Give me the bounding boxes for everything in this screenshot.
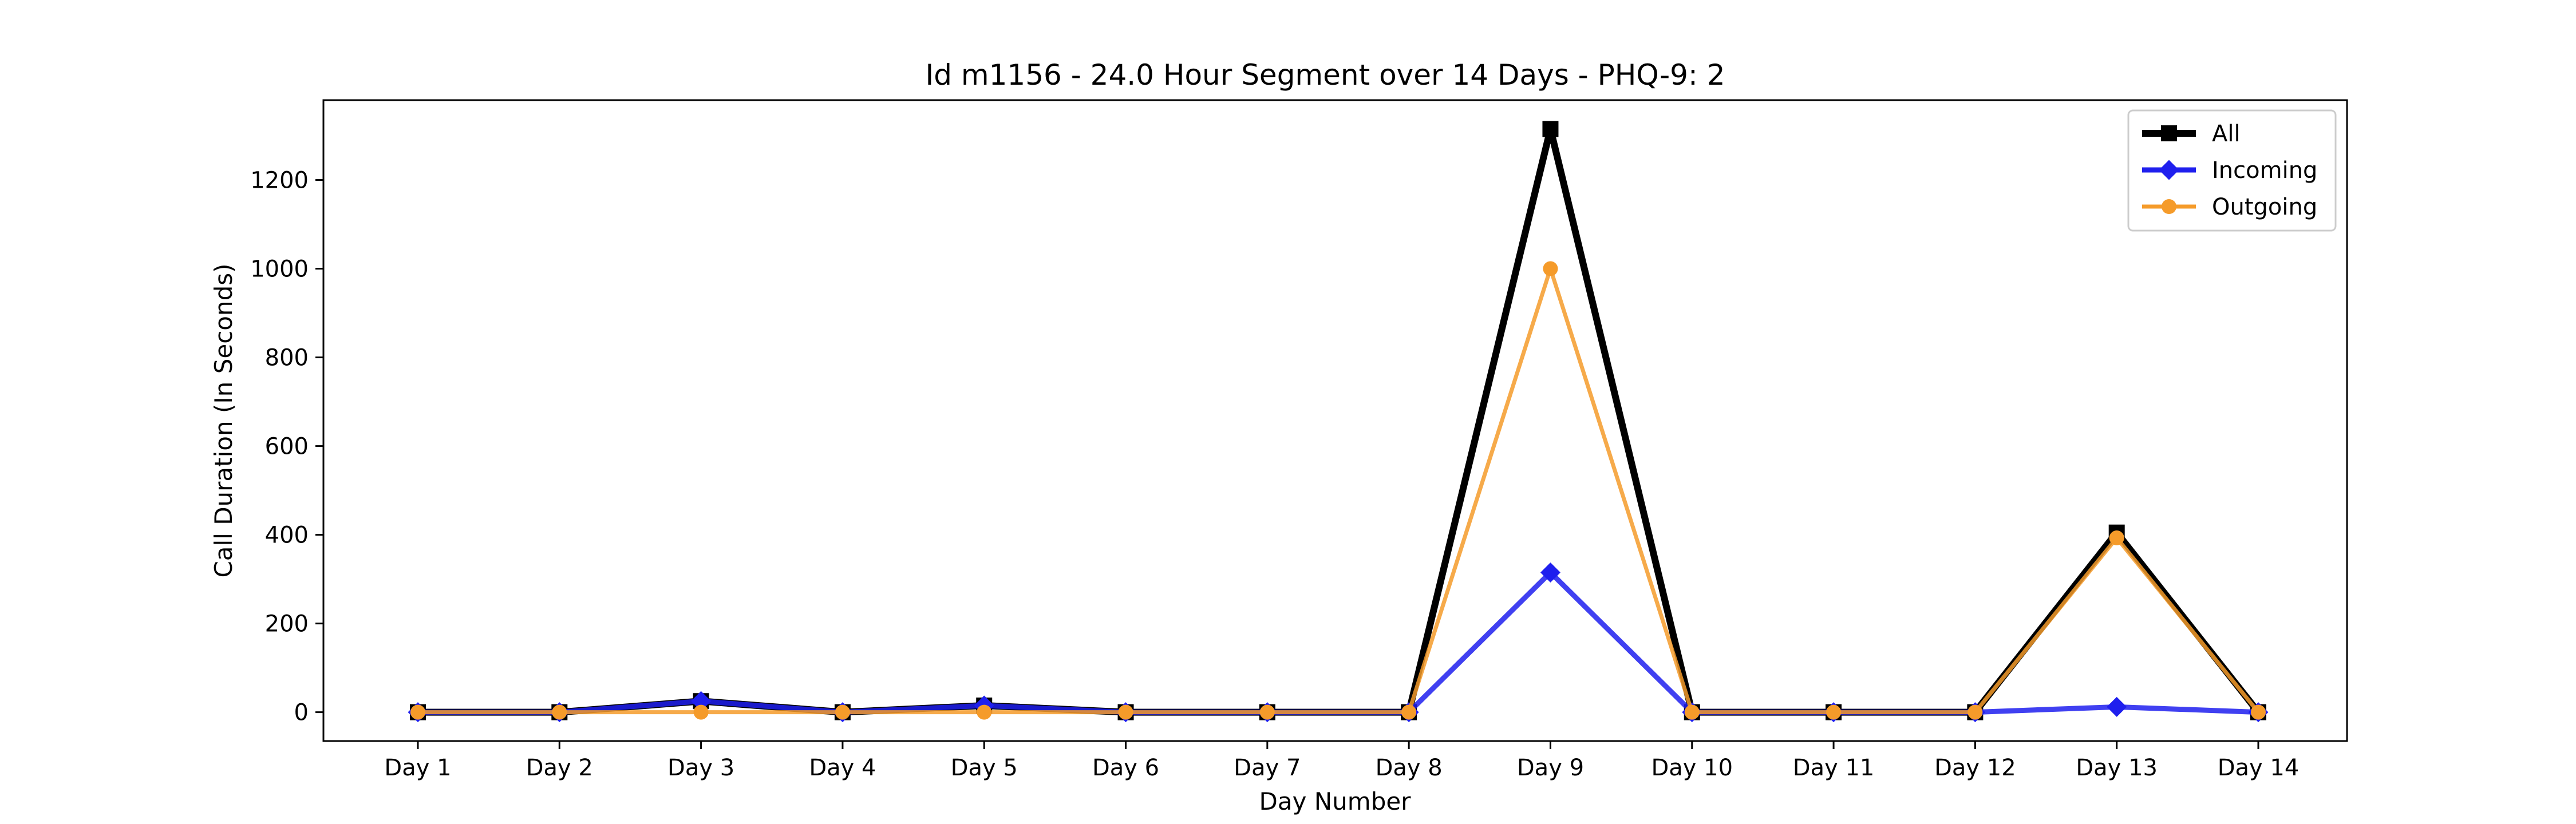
y-tick-label: 1200 [250,168,309,194]
series-line-incoming [418,569,2259,715]
x-tick-label: Day 11 [1793,755,1875,781]
data-point-all [1542,121,1559,137]
series-outgoing [410,261,2266,720]
x-tick-label: Day 13 [2076,755,2158,781]
data-point-outgoing [977,704,992,720]
data-point-outgoing [1259,704,1275,720]
legend-label-outgoing: Outgoing [2212,194,2317,220]
plot-frame [322,99,2348,742]
x-tick-label: Day 8 [1376,755,1443,781]
x-tick-label: Day 4 [809,755,876,781]
legend-label-all: All [2212,121,2241,147]
legend-marker-incoming [2159,160,2179,180]
x-tick-label: Day 3 [667,755,734,781]
y-axis-title: Call Duration (In Seconds) [210,263,238,577]
x-tick-label: Day 12 [1934,755,2016,781]
data-point-outgoing [1401,704,1417,720]
data-point-incoming [2107,696,2127,717]
x-tick-layer: Day 1 Day 2 Day 3 Day 4 Day 5 Day 6 Day 7 Day 8… [384,741,2299,781]
legend-marker-all [2161,125,2177,141]
series-layer [408,121,2269,723]
y-tick-label: 400 [265,522,309,549]
x-tick-label: Day 1 [384,755,451,781]
legend-marker-outgoing [2162,199,2176,214]
data-point-outgoing [1967,704,1983,720]
data-point-outgoing [552,704,567,720]
data-point-outgoing [693,704,709,720]
data-point-outgoing [2251,704,2266,720]
y-tick-label: 1000 [250,256,309,283]
data-point-outgoing [2109,530,2124,546]
data-point-incoming [1540,562,1560,583]
x-tick-label: Day 9 [1517,755,1584,781]
data-point-outgoing [835,704,850,720]
legend-frame [2127,109,2337,232]
series-line-outgoing [418,267,2260,715]
y-tick-layer: 0 200 400 600 800 1000 1200 [250,168,323,726]
y-tick-label: 600 [265,434,309,460]
chart-title: Id m1156 - 24.0 Hour Segment over 14 Day… [925,58,1725,92]
x-tick-label: Day 14 [2218,755,2300,781]
data-point-outgoing [1118,704,1133,720]
x-tick-label: Day 5 [951,755,1018,781]
y-tick-label: 0 [294,700,309,726]
data-point-outgoing [1826,704,1842,720]
data-point-outgoing [410,704,425,720]
legend-label-incoming: Incoming [2212,157,2317,184]
y-tick-label: 800 [265,345,309,371]
data-point-incoming [691,691,712,711]
y-tick-label: 200 [265,611,309,637]
x-tick-label: Day 7 [1234,755,1301,781]
series-all [410,121,2266,720]
x-tick-label: Day 2 [526,755,593,781]
x-tick-label: Day 6 [1092,755,1159,781]
series-line-all [418,125,2261,716]
data-point-outgoing [1684,704,1700,720]
data-point-outgoing [1543,261,1558,276]
x-tick-label: Day 10 [1651,755,1733,781]
legend: All Incoming Outgoing [2127,109,2337,232]
x-axis-title: Day Number [1259,787,1411,815]
